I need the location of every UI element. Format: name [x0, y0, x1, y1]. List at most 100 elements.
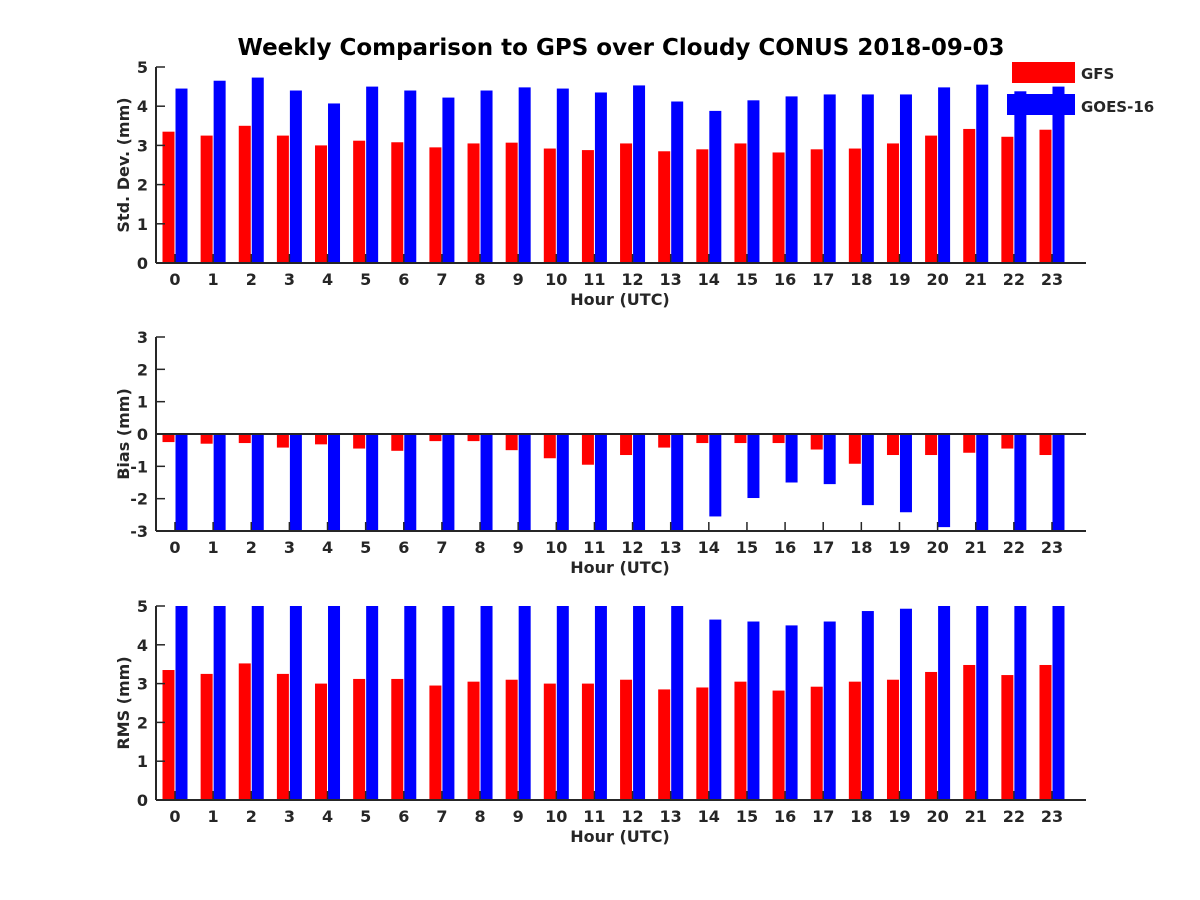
x-tick-label: 2 — [246, 807, 257, 826]
bar-goes-16-7 — [442, 97, 455, 263]
x-tick-label: 4 — [322, 538, 333, 557]
y-axis-label: Std. Dev. (mm) — [114, 97, 133, 232]
bar-gfs-18 — [848, 148, 861, 263]
bar-goes-16-19 — [899, 608, 912, 800]
x-tick-label: 10 — [545, 807, 567, 826]
y-tick-label: 5 — [137, 58, 148, 77]
x-tick-label: 13 — [660, 538, 682, 557]
x-tick-label: 22 — [1003, 807, 1025, 826]
legend: GFS GOES-16 — [1007, 62, 1154, 116]
bar-goes-16-5 — [366, 434, 379, 531]
bar-gfs-22 — [1001, 136, 1014, 263]
bar-gfs-9 — [505, 434, 518, 451]
bar-goes-16-13 — [671, 101, 684, 263]
bar-goes-16-1 — [213, 80, 226, 263]
bar-gfs-0 — [162, 131, 175, 263]
x-tick-label: 19 — [888, 807, 910, 826]
x-tick-label: 21 — [965, 538, 987, 557]
bar-goes-16-2 — [251, 77, 264, 263]
legend-swatch-goes-16 — [1007, 94, 1075, 115]
bar-gfs-3 — [276, 434, 289, 448]
x-tick-label: 23 — [1041, 538, 1063, 557]
x-tick-label: 18 — [850, 270, 872, 289]
bar-gfs-13 — [658, 689, 671, 800]
x-tick-label: 18 — [850, 538, 872, 557]
x-tick-label: 9 — [513, 807, 524, 826]
bar-goes-16-19 — [899, 94, 912, 263]
y-tick-label: 0 — [137, 254, 148, 273]
bar-gfs-17 — [810, 434, 823, 450]
x-tick-label: 20 — [926, 270, 948, 289]
x-tick-label: 17 — [812, 538, 834, 557]
bar-goes-16-1 — [213, 434, 226, 531]
x-tick-label: 1 — [208, 270, 219, 289]
bar-gfs-8 — [467, 143, 480, 263]
x-tick-label: 16 — [774, 807, 796, 826]
bar-goes-16-9 — [518, 87, 531, 263]
bar-goes-16-20 — [938, 87, 951, 263]
bar-goes-16-2 — [251, 434, 264, 531]
bar-gfs-16 — [772, 690, 785, 800]
y-tick-label: -3 — [130, 522, 148, 541]
x-axis-label: Hour (UTC) — [570, 558, 670, 577]
bar-gfs-2 — [238, 125, 251, 263]
bar-gfs-1 — [200, 135, 213, 263]
x-tick-label: 20 — [926, 807, 948, 826]
x-tick-label: 21 — [965, 270, 987, 289]
bar-goes-16-12 — [633, 434, 646, 531]
bar-goes-16-17 — [823, 94, 836, 263]
bar-gfs-23 — [1039, 664, 1052, 800]
bar-goes-16-23 — [1052, 86, 1065, 263]
x-tick-label: 18 — [850, 807, 872, 826]
bar-goes-16-16 — [785, 434, 798, 483]
x-tick-label: 3 — [284, 270, 295, 289]
bar-goes-16-15 — [747, 434, 760, 499]
x-tick-label: 2 — [246, 270, 257, 289]
y-axis-label: Bias (mm) — [114, 388, 133, 480]
x-tick-label: 14 — [698, 807, 720, 826]
x-tick-label: 4 — [322, 807, 333, 826]
y-tick-label: 2 — [137, 713, 148, 732]
x-tick-label: 23 — [1041, 807, 1063, 826]
legend-label-gfs: GFS — [1081, 65, 1114, 83]
bar-gfs-3 — [276, 673, 289, 800]
x-tick-label: 15 — [736, 538, 758, 557]
y-tick-label: 5 — [137, 597, 148, 616]
bar-gfs-21 — [963, 434, 976, 453]
y-tick-label: 1 — [137, 393, 148, 412]
y-tick-label: 1 — [137, 752, 148, 771]
bar-goes-16-20 — [938, 606, 951, 800]
bar-gfs-6 — [391, 142, 404, 263]
x-tick-label: 13 — [660, 807, 682, 826]
bar-gfs-4 — [315, 145, 328, 263]
bar-gfs-9 — [505, 142, 518, 263]
bar-gfs-22 — [1001, 434, 1014, 449]
bar-gfs-4 — [315, 683, 328, 800]
x-tick-label: 10 — [545, 538, 567, 557]
bar-gfs-10 — [543, 148, 556, 263]
bar-gfs-7 — [429, 685, 442, 800]
bar-gfs-17 — [810, 686, 823, 800]
y-tick-label: 0 — [137, 425, 148, 444]
bar-gfs-6 — [391, 434, 404, 451]
bar-goes-16-13 — [671, 606, 684, 800]
bar-goes-16-11 — [594, 92, 607, 263]
bar-goes-16-8 — [480, 606, 493, 800]
bar-goes-16-16 — [785, 96, 798, 264]
bar-gfs-19 — [886, 679, 899, 800]
bar-gfs-16 — [772, 434, 785, 444]
x-tick-label: 22 — [1003, 270, 1025, 289]
bar-gfs-9 — [505, 679, 518, 800]
x-tick-label: 17 — [812, 270, 834, 289]
y-tick-label: -1 — [130, 457, 148, 476]
x-tick-label: 12 — [621, 538, 643, 557]
x-tick-label: 12 — [621, 270, 643, 289]
chart-title: Weekly Comparison to GPS over Cloudy CON… — [238, 35, 1005, 61]
bar-gfs-5 — [353, 434, 366, 449]
bar-goes-16-0 — [175, 434, 188, 531]
x-tick-label: 8 — [474, 538, 485, 557]
x-tick-label: 11 — [583, 270, 605, 289]
bar-goes-16-14 — [709, 110, 722, 264]
bar-goes-16-23 — [1052, 606, 1065, 800]
bar-goes-16-17 — [823, 434, 836, 485]
